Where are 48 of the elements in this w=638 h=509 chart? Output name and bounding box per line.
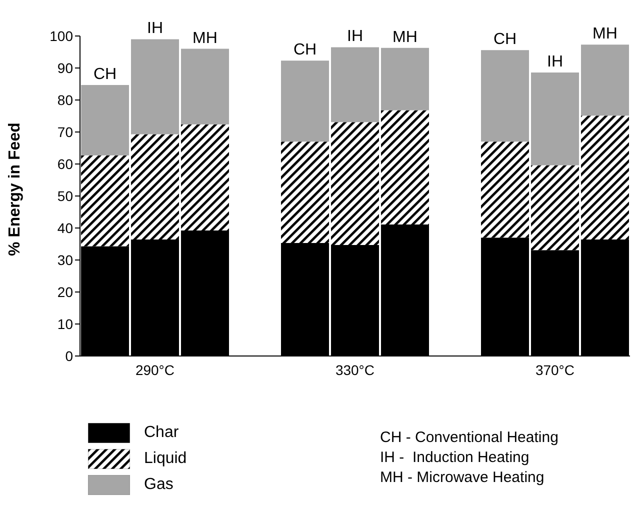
bar bbox=[81, 155, 129, 246]
y-tick-label: 40 bbox=[57, 220, 74, 236]
bar bbox=[331, 122, 379, 245]
x-tick-label: MH bbox=[392, 28, 418, 46]
legend-label: Liquid bbox=[144, 450, 187, 468]
y-tick-label: 20 bbox=[57, 284, 74, 300]
bar bbox=[531, 165, 579, 250]
bar bbox=[181, 124, 229, 231]
bar bbox=[481, 142, 529, 238]
text: CH - Conventional Heating bbox=[380, 428, 558, 448]
text: 330°C bbox=[334, 362, 376, 378]
x-tick-label: IH bbox=[547, 53, 563, 70]
bar bbox=[81, 84, 129, 156]
y-tick-label: 30 bbox=[57, 252, 74, 268]
bar bbox=[381, 48, 429, 110]
y-tick-label: 70 bbox=[57, 124, 74, 140]
y-tick-label: 50 bbox=[57, 188, 74, 204]
x-tick-label: CH bbox=[293, 42, 317, 59]
text: 370°C bbox=[534, 362, 576, 378]
x-tick-label: IH bbox=[147, 20, 163, 38]
x-tick-label: MH bbox=[192, 30, 218, 47]
y-tick-label: 60 bbox=[57, 156, 74, 172]
bar bbox=[531, 72, 579, 166]
legend-label: Char bbox=[144, 424, 179, 442]
bar bbox=[131, 134, 179, 240]
y-axis-title: % Energy in Feed bbox=[6, 122, 24, 256]
y-tick-label: 90 bbox=[57, 60, 74, 76]
y-tick-label: 100 bbox=[50, 28, 74, 44]
bar bbox=[581, 44, 629, 116]
x-tick-label: MH bbox=[592, 26, 618, 43]
bar bbox=[281, 142, 329, 244]
bar bbox=[381, 110, 429, 224]
text: 290°C bbox=[134, 362, 176, 378]
bar bbox=[281, 60, 329, 142]
bar bbox=[131, 39, 179, 134]
bar bbox=[181, 48, 229, 124]
x-tick-label: CH bbox=[493, 31, 517, 48]
y-tick-label: 80 bbox=[57, 92, 74, 108]
x-tick-label: CH bbox=[93, 66, 117, 83]
text: IH - Induction Heating bbox=[380, 448, 530, 468]
bar bbox=[581, 116, 629, 240]
y-tick-label: 0 bbox=[65, 348, 74, 364]
x-tick-label: IH bbox=[347, 28, 363, 46]
y-tick-label: 10 bbox=[57, 316, 74, 332]
bar bbox=[481, 50, 529, 142]
legend-label: Gas bbox=[144, 476, 174, 494]
bar bbox=[331, 47, 379, 122]
text: MH - Microwave Heating bbox=[380, 468, 546, 488]
